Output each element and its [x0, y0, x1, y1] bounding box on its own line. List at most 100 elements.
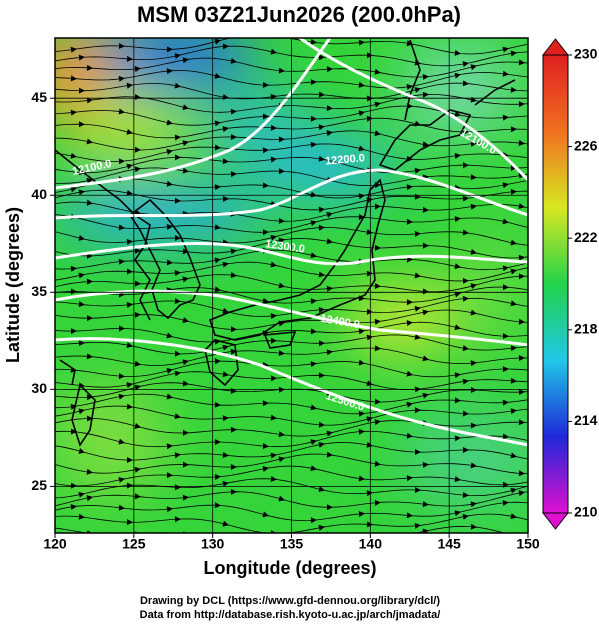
stream-arrow	[166, 148, 173, 155]
stream-arrow	[414, 522, 421, 529]
stream-arrow	[174, 413, 181, 420]
stream-arrow	[422, 141, 429, 148]
footer-line: Data from http://database.rish.kyoto-u.a…	[140, 609, 441, 621]
stream-arrow	[318, 271, 325, 278]
stream-arrow	[126, 301, 133, 308]
streamline	[55, 226, 528, 246]
stream-arrow	[222, 126, 229, 132]
stream-arrow	[262, 113, 269, 120]
stream-arrow	[126, 382, 133, 388]
stream-arrow	[462, 162, 469, 169]
stream-arrow	[222, 195, 229, 202]
stream-arrow	[134, 280, 141, 287]
stream-arrow	[214, 502, 221, 509]
stream-arrow	[406, 475, 413, 482]
stream-arrow	[358, 410, 365, 417]
stream-arrow	[86, 530, 93, 533]
stream-arrow	[454, 324, 461, 331]
stream-arrow	[518, 318, 525, 325]
stream-arrow	[70, 46, 77, 53]
stream-arrow	[358, 328, 365, 335]
streamline	[55, 321, 528, 343]
stream-arrow	[278, 495, 285, 502]
stream-arrow	[262, 466, 269, 472]
stream-arrow	[86, 468, 93, 475]
stream-arrow	[366, 521, 373, 528]
stream-arrow	[406, 370, 413, 377]
streamline	[55, 286, 528, 304]
stream-arrow	[126, 457, 133, 464]
stream-arrow	[174, 298, 181, 305]
stream-arrow	[182, 57, 189, 64]
stream-arrow	[414, 87, 421, 93]
stream-arrow	[318, 306, 325, 313]
stream-arrow	[310, 404, 317, 411]
stream-arrow	[422, 91, 429, 98]
stream-arrow	[270, 452, 277, 459]
stream-arrow	[510, 126, 517, 133]
streamline	[55, 130, 528, 151]
field: 12100.012100.012200.012300.012400.012500…	[55, 38, 528, 533]
stream-arrow	[318, 155, 325, 162]
stream-arrow	[326, 238, 333, 245]
streamline	[55, 453, 528, 475]
stream-arrow	[78, 513, 85, 520]
stream-arrow	[406, 512, 413, 519]
stream-arrow	[70, 152, 77, 159]
stream-arrow	[326, 130, 333, 137]
stream-arrow	[422, 309, 429, 316]
stream-arrow	[422, 392, 429, 399]
stream-arrow	[166, 506, 173, 513]
stream-arrow	[118, 42, 125, 49]
streamline	[55, 297, 528, 317]
streamline	[55, 274, 528, 293]
stream-arrow	[262, 147, 269, 154]
stream-arrow	[310, 38, 317, 45]
streamline	[55, 249, 528, 271]
stream-arrow	[262, 229, 269, 236]
stream-arrow	[174, 82, 181, 89]
stream-arrow	[326, 451, 333, 458]
stream-arrow	[318, 54, 325, 61]
stream-arrow	[78, 340, 85, 347]
stream-arrow	[470, 360, 477, 367]
x-tick-label: 140	[359, 536, 383, 552]
stream-arrow	[310, 328, 317, 335]
stream-arrow	[318, 372, 325, 379]
stream-arrow	[502, 333, 509, 340]
streamline	[55, 393, 528, 415]
stream-arrow	[70, 504, 77, 510]
streamline	[55, 261, 528, 282]
stream-arrow	[270, 414, 277, 421]
stream-arrow	[174, 53, 181, 60]
streamline	[55, 156, 528, 174]
stream-arrow	[374, 419, 381, 426]
stream-arrow	[310, 298, 317, 305]
stream-arrow	[278, 67, 285, 74]
stream-arrow	[358, 213, 365, 220]
y-axis-label: Latitude (degrees)	[3, 207, 23, 363]
streamline	[55, 143, 528, 162]
stream-arrow	[318, 524, 325, 531]
stream-arrow	[326, 66, 333, 73]
stream-arrow	[166, 368, 173, 374]
stream-arrow	[374, 318, 381, 325]
stream-arrow	[366, 270, 373, 277]
stream-arrow	[182, 317, 189, 323]
stream-arrow	[310, 79, 317, 86]
stream-arrow	[318, 340, 325, 347]
streamline	[55, 45, 528, 67]
colorbar-tick-label: 214	[574, 412, 598, 428]
stream-arrow	[262, 442, 269, 449]
stream-arrow	[78, 235, 85, 241]
streamline	[55, 405, 528, 426]
stream-arrow	[174, 134, 181, 141]
stream-arrow	[126, 163, 133, 170]
stream-arrow	[470, 422, 477, 429]
stream-arrow	[262, 182, 269, 189]
stream-arrow	[70, 75, 77, 82]
stream-arrow	[166, 46, 173, 53]
stream-arrow	[222, 261, 229, 268]
stream-arrow	[510, 377, 517, 384]
stream-arrow	[366, 441, 373, 448]
